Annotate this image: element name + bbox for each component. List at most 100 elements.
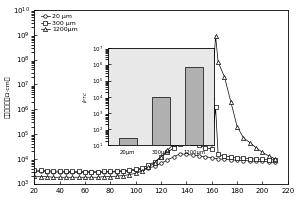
300 μm bbox=[261, 158, 264, 161]
1200μm bbox=[39, 175, 43, 178]
1200μm bbox=[166, 149, 169, 151]
1200μm bbox=[242, 137, 245, 139]
300 μm bbox=[216, 153, 220, 156]
1200μm bbox=[191, 131, 195, 133]
300 μm bbox=[32, 169, 36, 171]
Y-axis label: 体积电阻率（Ω·cm）: 体积电阻率（Ω·cm） bbox=[6, 75, 11, 118]
20 μm bbox=[178, 153, 182, 155]
1200μm bbox=[273, 158, 277, 160]
1200μm bbox=[109, 175, 112, 178]
20 μm bbox=[216, 158, 220, 160]
1200μm bbox=[58, 176, 61, 178]
300 μm bbox=[242, 157, 245, 159]
1200μm bbox=[261, 151, 264, 154]
300 μm bbox=[159, 156, 163, 158]
20 μm bbox=[70, 171, 74, 174]
300 μm bbox=[178, 143, 182, 145]
20 μm bbox=[267, 161, 271, 163]
300 μm bbox=[204, 146, 207, 149]
1200μm bbox=[32, 175, 36, 177]
20 μm bbox=[248, 160, 252, 162]
300 μm bbox=[273, 159, 277, 161]
1200μm bbox=[134, 172, 137, 174]
Line: 20 μm: 20 μm bbox=[33, 152, 277, 174]
20 μm bbox=[172, 156, 175, 158]
20 μm bbox=[115, 171, 119, 173]
300 μm bbox=[77, 170, 80, 173]
1200μm bbox=[83, 176, 87, 178]
20 μm bbox=[261, 160, 264, 163]
20 μm bbox=[64, 171, 68, 173]
1200μm bbox=[153, 161, 157, 164]
20 μm bbox=[109, 171, 112, 173]
20 μm bbox=[121, 170, 125, 173]
300 μm bbox=[128, 169, 131, 171]
1200μm bbox=[70, 176, 74, 178]
300 μm bbox=[45, 170, 49, 172]
20 μm bbox=[153, 165, 157, 167]
20 μm bbox=[58, 171, 61, 173]
300 μm bbox=[223, 155, 226, 157]
20 μm bbox=[83, 171, 87, 174]
300 μm bbox=[90, 171, 93, 173]
1200μm bbox=[197, 134, 201, 136]
300 μm bbox=[115, 170, 119, 172]
20 μm bbox=[32, 170, 36, 172]
1200μm bbox=[178, 135, 182, 138]
300 μm bbox=[140, 167, 144, 169]
20 μm bbox=[52, 171, 55, 173]
300 μm bbox=[197, 144, 201, 146]
1200μm bbox=[214, 35, 217, 37]
20 μm bbox=[134, 169, 137, 171]
300 μm bbox=[121, 170, 125, 172]
300 μm bbox=[254, 158, 258, 160]
1200μm bbox=[64, 176, 68, 178]
300 μm bbox=[172, 146, 175, 149]
300 μm bbox=[83, 171, 87, 173]
20 μm bbox=[77, 171, 80, 174]
20 μm bbox=[102, 171, 106, 173]
300 μm bbox=[153, 161, 157, 163]
1200μm bbox=[207, 140, 211, 143]
20 μm bbox=[210, 157, 214, 159]
300 μm bbox=[184, 140, 188, 143]
20 μm bbox=[147, 167, 150, 169]
Line: 300 μm: 300 μm bbox=[33, 105, 277, 173]
Line: 1200μm: 1200μm bbox=[32, 34, 277, 179]
1200μm bbox=[267, 155, 271, 157]
20 μm bbox=[235, 159, 239, 161]
1200μm bbox=[204, 137, 207, 139]
300 μm bbox=[70, 170, 74, 173]
1200μm bbox=[184, 128, 188, 131]
300 μm bbox=[64, 170, 68, 173]
300 μm bbox=[102, 170, 106, 173]
20 μm bbox=[242, 159, 245, 162]
20 μm bbox=[184, 153, 188, 156]
20 μm bbox=[159, 162, 163, 165]
300 μm bbox=[39, 169, 43, 172]
20 μm bbox=[254, 160, 258, 162]
20 μm bbox=[191, 154, 195, 156]
20 μm bbox=[96, 171, 100, 174]
Legend: 20 μm, 300 μm, 1200μm: 20 μm, 300 μm, 1200μm bbox=[40, 13, 78, 33]
300 μm bbox=[58, 170, 61, 172]
20 μm bbox=[204, 156, 207, 158]
1200μm bbox=[121, 174, 125, 177]
20 μm bbox=[128, 170, 131, 172]
300 μm bbox=[147, 164, 150, 166]
1200μm bbox=[115, 175, 119, 177]
1200μm bbox=[140, 170, 144, 172]
1200μm bbox=[77, 176, 80, 178]
20 μm bbox=[45, 171, 49, 173]
1200μm bbox=[210, 96, 214, 99]
1200μm bbox=[159, 156, 163, 158]
300 μm bbox=[96, 171, 100, 173]
20 μm bbox=[197, 155, 201, 157]
20 μm bbox=[229, 159, 232, 161]
300 μm bbox=[214, 106, 217, 108]
1200μm bbox=[128, 173, 131, 176]
300 μm bbox=[210, 148, 214, 150]
300 μm bbox=[166, 151, 169, 154]
1200μm bbox=[223, 76, 226, 78]
1200μm bbox=[45, 175, 49, 178]
